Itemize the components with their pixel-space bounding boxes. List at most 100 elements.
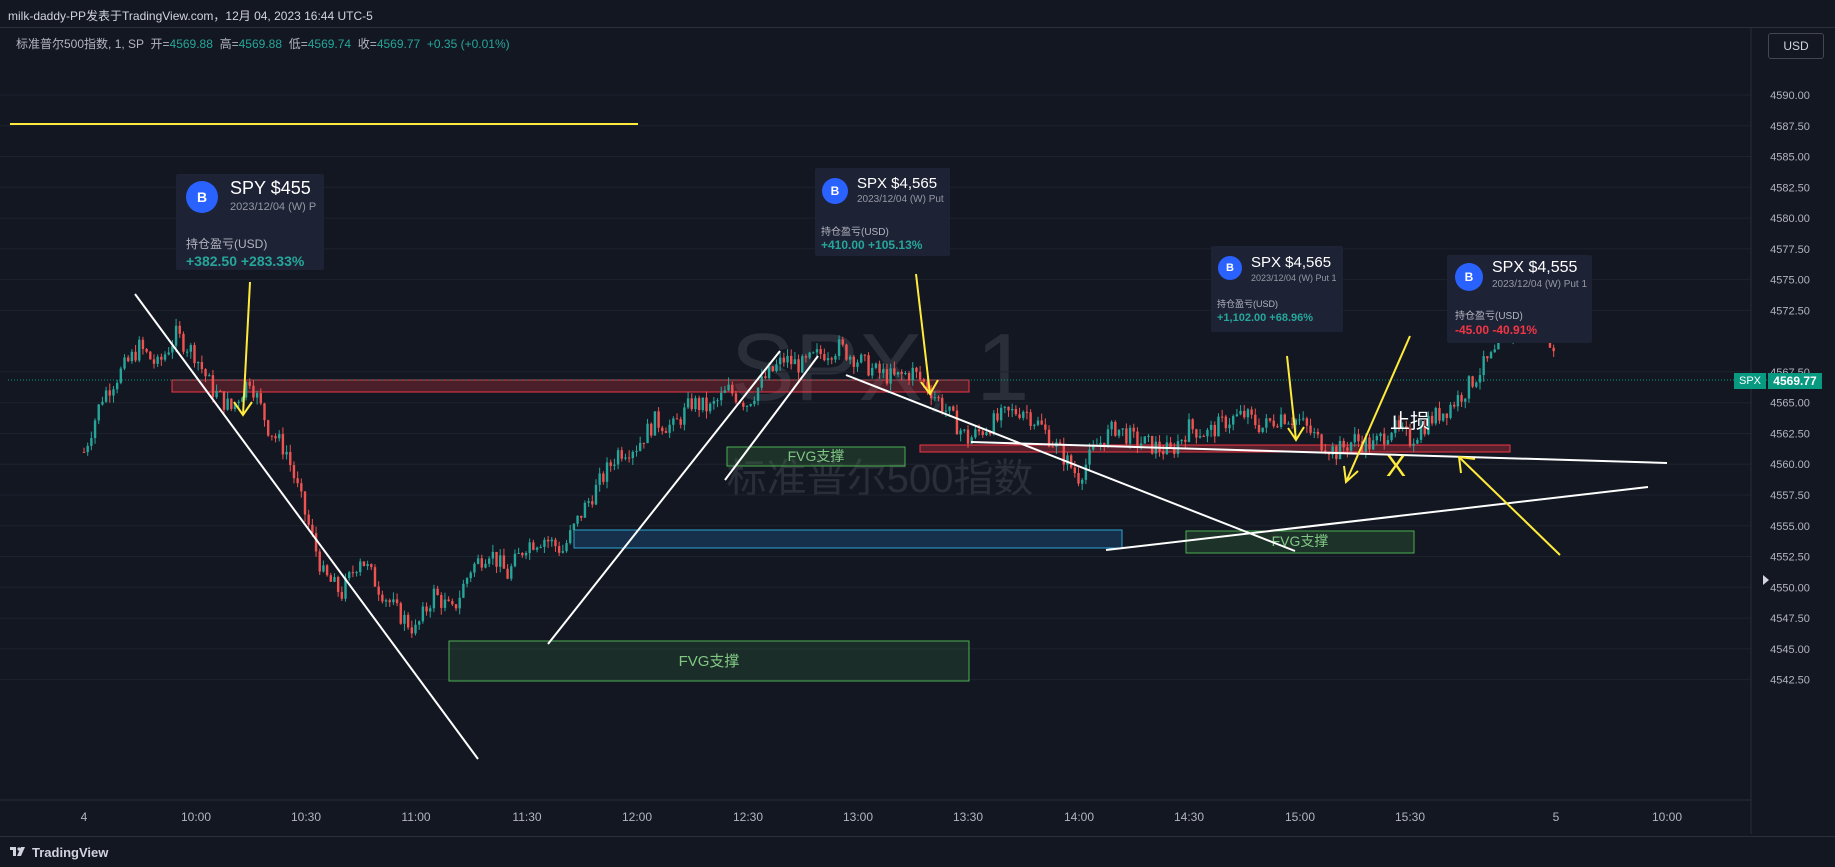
candle-body (745, 405, 749, 407)
candle-body (1036, 420, 1040, 425)
candle-body (539, 546, 542, 548)
candle-body (1011, 408, 1014, 411)
candle-body (1478, 375, 1482, 383)
candle-body (476, 558, 480, 564)
y-tick-label: 4590.00 (1770, 90, 1810, 102)
candle-body (801, 356, 804, 373)
x-tick-label: 13:30 (953, 810, 983, 824)
candle-body (289, 451, 292, 466)
candle-body (815, 349, 819, 353)
candle-body (996, 413, 999, 421)
tradingview-logo-icon[interactable] (10, 845, 26, 859)
price-chart[interactable]: SPX, 1 标准普尔500指数 FVG支撑 FVG支撑 FVG支撑 X 止损 … (0, 28, 1835, 834)
candle-body (318, 551, 321, 572)
candle-body (1158, 441, 1161, 452)
card-subtitle: 2023/12/04 (W) Put (857, 194, 944, 205)
trade-card-2[interactable]: B SPX $4,565 2023/12/04 (W) Put 持仓盈亏(USD… (815, 168, 950, 256)
currency-button[interactable]: USD (1768, 33, 1824, 59)
candle-body (244, 381, 248, 398)
candle-body (226, 398, 229, 410)
candle-body (915, 367, 918, 372)
candle-body (344, 578, 347, 599)
candle-body (266, 420, 270, 436)
chart-header-title: milk-daddy-PP发表于TradingView.com，12月 04, … (8, 9, 373, 23)
candle-body (1040, 420, 1043, 425)
candle-body (440, 594, 443, 608)
candle-body (1088, 449, 1091, 465)
candle-body (1047, 429, 1051, 447)
candle-body (1313, 431, 1316, 433)
fvg-zone-1 (448, 640, 970, 682)
candle-body (845, 344, 848, 360)
buy-badge-icon: B (186, 181, 218, 213)
candle-body (149, 351, 152, 360)
x-tick-label: 11:30 (512, 810, 541, 824)
candle-body (1445, 413, 1449, 418)
y-tick-label: 4562.50 (1770, 428, 1810, 440)
candle-body (1213, 424, 1216, 437)
candle-body (115, 382, 119, 390)
candle-body (495, 551, 498, 567)
candle-body (491, 551, 495, 559)
candle-body (672, 418, 675, 425)
candle-body (1069, 455, 1073, 468)
candle-body (447, 599, 450, 602)
candle-body (1239, 410, 1242, 415)
candle-body (506, 568, 509, 579)
card-pl-label: 持仓盈亏(USD) (1455, 311, 1523, 322)
candle-body (82, 451, 86, 453)
candle-body (196, 362, 200, 364)
candle-body (778, 357, 782, 365)
resistance-line (970, 441, 1668, 464)
candle-body (760, 376, 763, 388)
candle-body (252, 385, 255, 398)
candle-body (1460, 395, 1463, 402)
scroll-right-icon[interactable] (1763, 575, 1769, 585)
x-tick-label: 13:00 (843, 810, 873, 824)
candle-body (583, 502, 587, 518)
candle-body (823, 354, 826, 361)
trade-card-3[interactable]: B SPX $4,565 2023/12/04 (W) Put 1 持仓盈亏(U… (1211, 246, 1343, 332)
candle-body (1114, 421, 1117, 436)
card-title: SPY $455 (230, 178, 311, 198)
candle-body (1051, 446, 1054, 448)
y-tick-label: 4557.50 (1770, 490, 1810, 502)
candle-body (1467, 376, 1471, 399)
candle-body (458, 597, 461, 609)
candle-body (1394, 420, 1397, 433)
candle-body (138, 339, 141, 361)
candle-body (1228, 424, 1231, 429)
legend-high: 4569.88 (238, 37, 283, 51)
candle-body (878, 363, 881, 373)
trade-card-4[interactable]: B SPX $4,555 2023/12/04 (W) Put 1 持仓盈亏(U… (1447, 255, 1592, 343)
yellow-arrows (233, 273, 1561, 556)
candle-body (303, 491, 307, 515)
candle-body (1191, 419, 1194, 430)
candle-body (1139, 443, 1143, 446)
candle-body (546, 539, 550, 542)
candle-body (790, 355, 793, 365)
candle-body (1298, 419, 1301, 421)
candle-body (1397, 420, 1401, 428)
candle-body (285, 451, 288, 455)
candle-body (1449, 404, 1452, 418)
candle-body (1353, 434, 1356, 443)
fvg-label-1: FVG支撑 (679, 653, 740, 670)
trade-card-1[interactable]: B SPY $455 2023/12/04 (W) P 持仓盈亏(USD) +3… (176, 174, 324, 270)
candle-body (1184, 439, 1187, 442)
candle-body (1386, 440, 1390, 445)
candle-body (152, 359, 156, 364)
candle-body (127, 357, 130, 362)
fvg-zone-3 (1185, 530, 1415, 554)
candle-body (918, 371, 922, 380)
candle-body (1103, 442, 1106, 447)
candle-body (406, 614, 410, 628)
candle-body (929, 390, 933, 399)
candle-body (480, 558, 483, 568)
candle-body (1099, 442, 1102, 446)
tradingview-brand[interactable]: TradingView (32, 845, 109, 860)
candle-body (948, 406, 951, 411)
candle-body (922, 379, 925, 382)
candle-body (1232, 416, 1235, 425)
candle-body (410, 627, 414, 634)
